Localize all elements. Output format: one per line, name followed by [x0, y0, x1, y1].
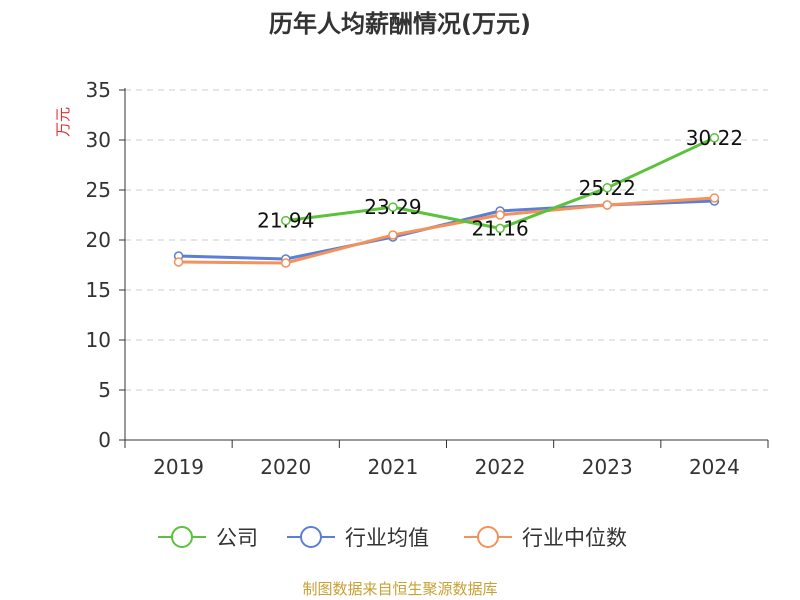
data-point: [281, 215, 291, 226]
data-point: [709, 133, 720, 143]
chart-title: 历年人均薪酬情况(万元): [269, 10, 531, 38]
source-footer: 制图数据来自恒生聚源数据库: [302, 580, 498, 598]
legend-item: 行业中位数: [464, 526, 627, 550]
legend-item: 行业均值: [287, 526, 429, 550]
legend-label: 公司: [216, 526, 258, 550]
data-label: 23.29: [364, 195, 421, 219]
x-tick-label: 2023: [582, 455, 633, 479]
data-point: [495, 223, 505, 234]
axes: 0 5 10 15 20 25 30 35 万元 2019 2020 2021 2022 2023 2024: [54, 78, 769, 479]
x-tick-label: 2019: [153, 455, 204, 479]
data-label: 21.16: [471, 216, 528, 240]
series-line: [178, 196, 715, 265]
legend-label: 行业中位数: [522, 526, 627, 550]
data-labels: 21.94 23.29 21.16 25.22 30.22: [257, 126, 743, 241]
x-tick-label: 2020: [260, 455, 311, 479]
legend-swatch-marker: [171, 526, 193, 548]
x-tick-label: 2024: [689, 455, 740, 479]
y-tick-label: 5: [98, 378, 111, 402]
data-point: [281, 258, 291, 268]
x-tick-label: 2022: [475, 455, 526, 479]
data-label: 25.22: [579, 176, 636, 200]
y-tick-label: 15: [86, 278, 111, 302]
data-point: [602, 200, 612, 210]
data-point: [173, 257, 184, 267]
y-tick-label: 35: [86, 78, 111, 102]
data-point: [388, 230, 398, 240]
y-tick-label: 20: [86, 228, 111, 252]
y-axis-title: 万元: [54, 107, 72, 137]
legend-swatch-marker: [477, 526, 499, 548]
data-point: [388, 202, 398, 212]
y-tick-label: 10: [86, 328, 111, 352]
legend: 公司 行业均值 行业中位数: [158, 526, 627, 550]
series-lines: [173, 133, 720, 268]
y-tick-label: 25: [86, 178, 111, 202]
data-label: 21.94: [257, 209, 314, 233]
x-tick-label: 2021: [367, 455, 418, 479]
data-point: [602, 183, 612, 193]
y-tick-label: 30: [86, 128, 111, 152]
legend-swatch-marker: [300, 526, 322, 548]
data-point: [495, 210, 505, 220]
legend-label: 行业均值: [345, 526, 429, 550]
grid-lines: [125, 89, 768, 391]
legend-item: 公司: [158, 526, 258, 550]
data-label: 30.22: [686, 126, 743, 150]
y-tick-label: 0: [98, 428, 111, 452]
data-point: [709, 193, 720, 203]
